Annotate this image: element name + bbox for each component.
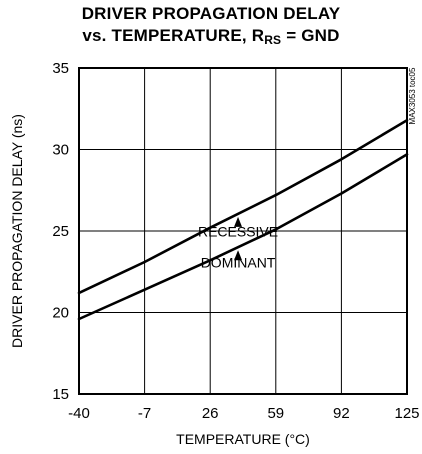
y-axis-label: DRIVER PROPAGATION DELAY (ns) [9, 114, 25, 348]
plot-frame [78, 67, 408, 395]
y-tick-label: 15 [52, 386, 69, 403]
grid [79, 68, 407, 394]
y-tick-label: 20 [52, 305, 69, 322]
annotation-label-recessive: RECESSIVE [198, 223, 278, 239]
x-tick-label: 125 [394, 405, 419, 422]
annotation-arrowhead-dominant [234, 250, 243, 261]
series-line-dominant [77, 153, 409, 321]
y-tick-label: 30 [52, 142, 69, 159]
chart-title-line2-end: = GND [281, 26, 340, 45]
x-tick-label: 92 [333, 405, 350, 422]
x-tick-label: -7 [138, 405, 151, 422]
figure-code: MAX3053 toc05 [408, 67, 417, 124]
chart-title-subscript: RS [264, 33, 282, 47]
x-axis-label: TEMPERATURE (°C) [176, 431, 310, 447]
series-line-recessive [77, 118, 409, 295]
tick-labels: -40 -7 26 59 92 125 15 20 25 30 35 [52, 60, 419, 422]
annotation-label-dominant: DOMINANT [201, 254, 276, 270]
annotations: RECESSIVE DOMINANT [198, 216, 278, 270]
chart-title-line2: vs. TEMPERATURE, RRS = GND [0, 26, 422, 47]
chart-title-line2-main: vs. TEMPERATURE, R [82, 26, 265, 45]
chart-title-line1: DRIVER PROPAGATION DELAY [81, 4, 341, 23]
x-tick-label: 59 [267, 405, 284, 422]
x-tick-label: -40 [68, 405, 90, 422]
x-tick-label: 26 [202, 405, 219, 422]
annotation-arrowhead-recessive [234, 216, 243, 227]
y-tick-label: 35 [52, 60, 69, 77]
y-tick-label: 25 [52, 223, 69, 240]
series-group [77, 118, 409, 321]
